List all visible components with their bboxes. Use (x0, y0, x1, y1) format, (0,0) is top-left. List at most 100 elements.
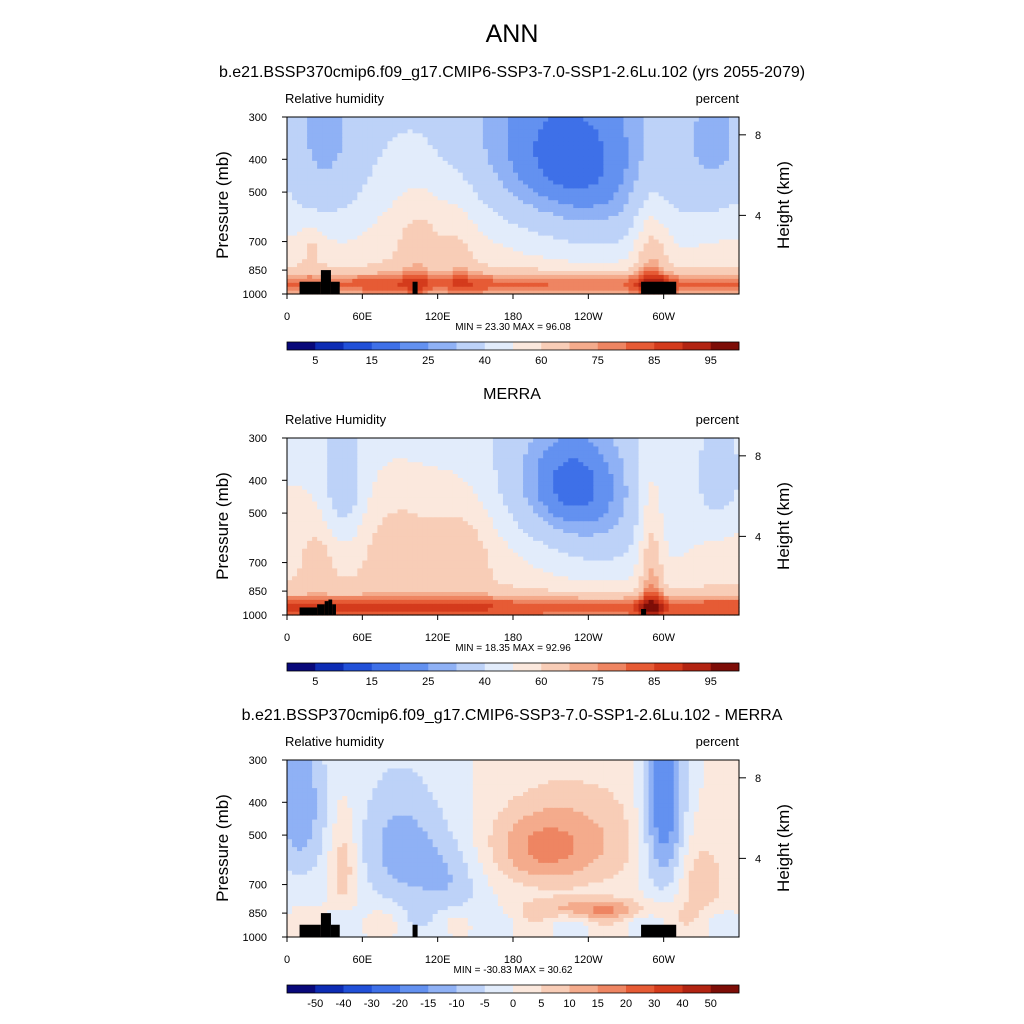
field-cell (703, 168, 710, 173)
field-cell (447, 207, 454, 212)
field-cell (487, 219, 494, 224)
field-cell (718, 595, 725, 600)
field-cell (578, 152, 584, 157)
field-cell (578, 164, 584, 169)
field-cell (548, 290, 554, 295)
field-cell (678, 117, 685, 122)
field-cell (337, 207, 343, 212)
field-cell (317, 164, 323, 169)
field-cell (307, 164, 313, 169)
field-cell (452, 179, 459, 185)
field-cell (332, 575, 338, 581)
field-cell (733, 176, 740, 181)
field-cell (437, 144, 444, 150)
field-cell (332, 262, 338, 268)
field-cell (377, 152, 384, 157)
field-cell (332, 132, 338, 138)
field-cell (653, 246, 660, 252)
field-cell (678, 148, 685, 153)
field-cell (623, 290, 630, 295)
field-cell (558, 231, 564, 236)
field-cell (292, 246, 298, 252)
field-cell (412, 179, 419, 185)
field-cell (723, 207, 730, 212)
field-cell (658, 172, 665, 177)
field-cell (638, 199, 645, 205)
field-cell (673, 587, 680, 592)
field-cell (472, 191, 479, 197)
field-cell (613, 164, 620, 169)
field-cell (573, 583, 579, 589)
field-cell (678, 258, 685, 264)
field-cell (733, 140, 740, 146)
field-cell (513, 246, 519, 252)
field-cell (593, 140, 599, 146)
field-cell (723, 176, 730, 181)
field-cell (377, 587, 384, 592)
field-cell (477, 132, 484, 138)
field-cell (367, 282, 373, 287)
field-cell (538, 290, 544, 295)
field-cell (658, 203, 665, 209)
field-cell (427, 160, 434, 165)
field-cell (608, 144, 615, 150)
field-cell (623, 136, 630, 142)
field-cell (628, 124, 635, 130)
field-cell (573, 258, 579, 264)
field-cell (608, 168, 615, 173)
field-cell (497, 579, 504, 585)
field-cell (673, 199, 680, 205)
field-cell (387, 227, 394, 232)
field-cell (558, 286, 564, 291)
field-cell (502, 136, 509, 142)
field-cell (528, 282, 534, 287)
field-cell (497, 238, 504, 244)
field-cell (442, 227, 449, 232)
field-cell (593, 262, 599, 268)
field-cell (693, 270, 700, 275)
field-cell (452, 270, 459, 275)
field-cell (588, 140, 594, 146)
field-cell (588, 168, 594, 173)
field-cell (487, 124, 494, 130)
field-cell (693, 591, 700, 596)
field-cell (492, 219, 499, 224)
field-cell (312, 144, 318, 150)
field-cell (437, 238, 444, 244)
field-cell (608, 128, 615, 134)
field-cell (442, 282, 449, 287)
field-cell (382, 274, 389, 279)
field-cell (633, 587, 640, 592)
field-cell (477, 187, 484, 193)
field-cell (387, 595, 394, 600)
field-cell (658, 262, 665, 268)
field-cell (502, 235, 509, 240)
field-cell (437, 179, 444, 185)
field-cell (633, 223, 640, 228)
field-cell (352, 152, 358, 157)
field-cell (372, 250, 378, 256)
field-cell (678, 286, 685, 291)
field-cell (382, 242, 389, 248)
field-cell (467, 144, 474, 150)
field-cell (718, 223, 725, 228)
field-cell (312, 124, 318, 130)
field-cell (347, 120, 353, 126)
field-cell (332, 160, 338, 165)
field-cell (327, 140, 333, 146)
field-cell (327, 183, 333, 189)
field-cell (427, 136, 434, 142)
field-cell (688, 603, 695, 608)
field-cell (573, 117, 579, 122)
field-cell (683, 124, 690, 130)
field-cell (593, 603, 599, 608)
field-cell (287, 203, 293, 209)
field-cell (538, 286, 544, 291)
field-cell (322, 117, 328, 122)
field-cell (528, 591, 534, 596)
field-cell (372, 583, 378, 589)
field-cell (663, 136, 670, 142)
x-tick-label: 0 (284, 311, 290, 323)
field-cell (402, 211, 409, 216)
field-cell (568, 191, 574, 197)
